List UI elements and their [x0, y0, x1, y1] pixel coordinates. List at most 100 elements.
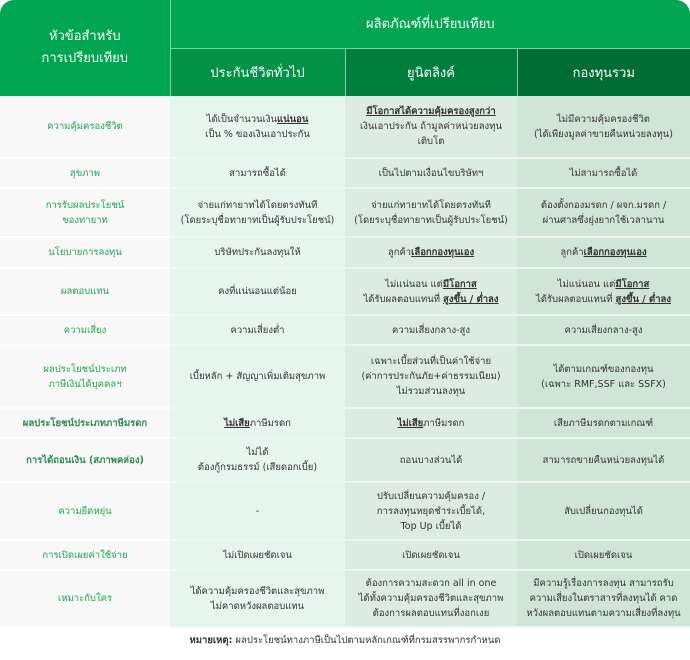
products-group-header: ผลิตภัณฑ์ที่เปรียบเทียบ — [170, 0, 690, 49]
cell-line: มีโอกาสได้ความคุ้มครองสูงกว่า — [351, 104, 511, 119]
row-label-line: การรับผลประโยชน์ — [45, 199, 125, 211]
table-cell: ลูกค้าเลือกกองทุนเอง — [345, 237, 517, 269]
cell-line: ไม่มีความคุ้มครองชีวิต — [523, 112, 684, 127]
table-cell: เป็นไปตามเงื่อนไขบริษัทฯ — [345, 158, 517, 189]
row-label: ผลประโยชน์ประเภทภาษีมรดก — [0, 408, 170, 439]
cell-line: เบี้ยหลัก + สัญญาเพิ่มเติมสุขภาพ — [176, 369, 339, 384]
cell-text: ไม่รวมส่วนลงทุน — [396, 386, 466, 397]
table-row: เหมาะกับใคร ได้ความคุ้มครองชีวิตและสุขภาพ… — [0, 570, 690, 628]
topic-header-line: หัวข้อสำหรับ — [48, 29, 121, 44]
cell-text: จ่ายแก่ทายาทได้โดยตรงทันที — [197, 199, 318, 211]
row-label-line: ภาษีเงินได้บุคคลฯ — [48, 378, 122, 390]
table-cell: ปรับเปลี่ยนความคุ้มครอง / การลงทุนหยุดชำร… — [345, 482, 517, 541]
table-cell: ความเสี่ยงกลาง-สูง — [517, 315, 690, 346]
table-cell: ได้ความคุ้มครองชีวิตและสุขภาพ ไม่คาดหวังผ… — [170, 570, 345, 628]
table-cell: คงที่แน่นอนแต่น้อย — [170, 268, 345, 316]
emphasized-text: มีโอกาส — [442, 278, 477, 290]
footnote: หมายเหตุ: ผลประโยชน์ทางภาษีเป็นไปตามหลัก… — [0, 633, 690, 648]
cell-text: ต้องกู้กรมธรรม์ (เสียดอกเบี้ย) — [197, 462, 318, 473]
cell-line: เติบโต — [351, 134, 511, 149]
cell-text: ลูกค้า — [387, 247, 412, 258]
cell-text: ความเสี่ยงในตราสารที่ลงทุนได้ คาด — [529, 593, 678, 604]
row-label: การรับผลประโยชน์ ของทายาท — [0, 188, 170, 238]
row-label: นโยบายการลงทุน — [0, 237, 170, 269]
row-label: ผลประโยชน์ประเภท ภาษีเงินได้บุคคลฯ — [0, 345, 170, 409]
cell-line: (โดยระบุชื่อทายาทเป็นผู้รับประโยชน์) — [351, 213, 511, 228]
cell-text: ต้องการผลตอบแทนที่งอกเงย — [372, 608, 490, 619]
cell-line: ลูกค้าเลือกกองทุนเอง — [351, 245, 511, 260]
cell-line: ไม่เสียภาษีมรดก — [351, 416, 511, 431]
table-cell: ความเสี่ยงต่ำ — [170, 315, 345, 346]
row-label-line: การได้ถอนเงิน (สภาพคล่อง) — [26, 454, 144, 466]
cell-text: ได้รับผลตอบแทนที่ — [535, 293, 616, 305]
emphasized-text: ไม่เสีย — [397, 417, 424, 429]
emphasized-text: มีโอกาส — [615, 278, 650, 290]
cell-text: ถอนบางส่วนได้ — [399, 454, 463, 466]
cell-text: เฉพาะเบี้ยส่วนที่เป็นค่าใช้จ่าย — [370, 356, 492, 367]
row-label-line: เหมาะกับใคร — [57, 593, 113, 604]
table-cell: ไม่เปิดเผยชัดเจน — [170, 540, 345, 571]
table-cell: ไม่ได้ต้องกู้กรมธรรม์ (เสียดอกเบี้ย) — [170, 438, 345, 483]
table-cell: เปิดเผยชัดเจน — [345, 540, 517, 571]
cell-text: มีความรู้เรื่องการลงทุน สามารถรับ — [533, 578, 674, 589]
row-label-line: ความคุ้มครองชีวิต — [47, 121, 123, 132]
cell-text: ไม่แน่นอน แต่ — [557, 278, 616, 290]
cell-line: ต้องการผลตอบแทนที่งอกเงย — [351, 606, 511, 621]
cell-line: ลูกค้าเลือกกองทุนเอง — [523, 245, 684, 260]
table-cell: เบี้ยหลัก + สัญญาเพิ่มเติมสุขภาพ — [170, 345, 345, 409]
cell-text: ไม่มีความคุ้มครองชีวิต — [557, 113, 650, 125]
table-cell: ไม่เสียภาษีมรดก — [345, 408, 517, 439]
table-cell: เสียภาษีมรดกตามเกณฑ์ — [517, 408, 690, 439]
table-cell: สับเปลี่ยนกองทุนได้ — [517, 482, 690, 541]
cell-line: (เฉพาะ RMF,SSF และ SSFX) — [523, 377, 684, 392]
row-label: การเปิดเผยค่าใช้จ่าย — [0, 540, 170, 571]
table-cell: มีความรู้เรื่องการลงทุน สามารถรับความเสี… — [517, 570, 690, 628]
table-cell: ได้เป็นจำนวนเงินแน่นอน เป็น % ของเงินเอาป… — [170, 96, 345, 159]
table-cell: จ่ายแก่ทายาทได้โดยตรงทันที (โดยระบุชื่อทา… — [170, 188, 345, 238]
cell-line: ได้ตามเกณฑ์ของกองทุน — [523, 362, 684, 377]
cell-line: เป็น % ของเงินเอาประกัน — [176, 127, 339, 142]
cell-text: ไม่ได้ — [246, 447, 269, 458]
cell-line: มีความรู้เรื่องการลงทุน สามารถรับ — [523, 576, 684, 591]
cell-line: ไม่เสียภาษีมรดก — [176, 416, 339, 431]
footnote-text: ผลประโยชน์ทางภาษีเป็นไปตามหลักเกณฑ์ที่กร… — [232, 635, 501, 646]
cell-line: เปิดเผยชัดเจน — [351, 548, 511, 563]
cell-text: (ได้เพียงมูลค่าขายคืนหน่วยลงทุน) — [534, 128, 673, 140]
cell-line: ได้รับผลตอบแทนที่ สูงขึ้น / ต่ำลง — [351, 292, 511, 307]
cell-text: ได้เป็นจำนวนเงิน — [206, 113, 277, 125]
cell-line: ความเสี่ยงกลาง-สูง — [523, 323, 684, 338]
cell-text: เงินเอาประกัน ถ้ามูลค่าหน่วยลงทุน — [360, 121, 502, 132]
cell-line: เฉพาะเบี้ยส่วนที่เป็นค่าใช้จ่าย — [351, 354, 511, 369]
cell-text: สามารถขายคืนหน่วยลงทุนได้ — [542, 454, 665, 466]
cell-text: เสียภาษีมรดกตามเกณฑ์ — [553, 417, 654, 429]
table-row: การได้ถอนเงิน (สภาพคล่อง) ไม่ได้ต้องกู้กร… — [0, 438, 690, 483]
table-cell: ไม่แน่นอน แต่มีโอกาส ได้รับผลตอบแทนที่ สู… — [345, 268, 517, 316]
cell-line: (ได้เพียงมูลค่าขายคืนหน่วยลงทุน) — [523, 127, 684, 142]
cell-line: - — [176, 504, 339, 519]
cell-line: (ค่าการประกันภัย+ค่าธรรมเนียม) — [351, 369, 511, 384]
row-label-line: ผลตอบแทน — [60, 286, 110, 297]
row-label: ความคุ้มครองชีวิต — [0, 96, 170, 159]
emphasized-text: สูงขึ้น / ต่ำลง — [615, 293, 672, 305]
cell-line: ความเสี่ยงต่ำ — [176, 323, 339, 338]
cell-text: ได้ตามเกณฑ์ของกองทุน — [553, 363, 654, 375]
cell-text: ภาษีมรดก — [423, 417, 465, 429]
table-cell: ถอนบางส่วนได้ — [345, 438, 517, 483]
table-row: การเปิดเผยค่าใช้จ่าย ไม่เปิดเผยชัดเจน เปิด… — [0, 540, 690, 571]
cell-text: (เฉพาะ RMF,SSF และ SSFX) — [541, 378, 666, 390]
row-label-line: ผลประโยชน์ประเภทภาษีมรดก — [22, 417, 148, 429]
cell-line: ไม่เปิดเผยชัดเจน — [176, 548, 339, 563]
cell-line: ไม่ได้ — [176, 445, 339, 460]
row-label-line: การเปิดเผยค่าใช้จ่าย — [42, 549, 128, 561]
row-label-line: ความยืดหยุ่น — [58, 505, 112, 517]
row-label-line: นโยบายการลงทุน — [48, 247, 122, 258]
cell-text: ผ่านศาลซึ่งยุ่งยากใช้เวลานาน — [542, 214, 665, 226]
comparison-table: หัวข้อสำหรับ การเปรียบเทียบ ผลิตภัณฑ์ที่… — [0, 0, 690, 628]
cell-text: ภาษีมรดก — [249, 417, 291, 429]
cell-text: - — [255, 505, 260, 517]
cell-line: เสียภาษีมรดกตามเกณฑ์ — [523, 416, 684, 431]
cell-line: Top Up เบี้ยได้ — [351, 519, 511, 534]
cell-line: ต้องตั้งกองมรดก / ผจก.มรดก / — [523, 198, 684, 213]
cell-line: การลงทุนหยุดชำระเบี้ยได้, — [351, 504, 511, 519]
